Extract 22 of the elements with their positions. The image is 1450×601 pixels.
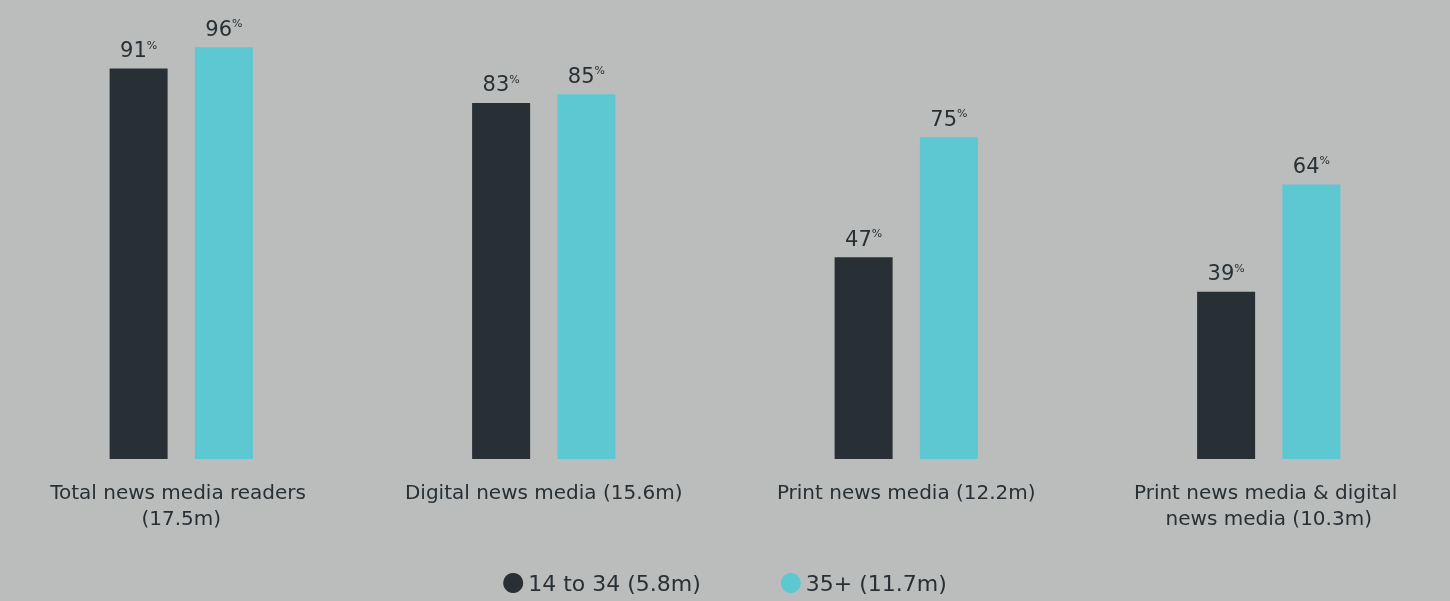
bar <box>557 94 616 459</box>
data-label: 83% <box>482 72 520 97</box>
bar <box>1197 291 1256 459</box>
bar <box>194 47 253 459</box>
bar <box>919 137 978 459</box>
bar <box>834 257 893 459</box>
data-label: 96% <box>205 16 243 41</box>
legend-label: 14 to 34 (5.8m) <box>528 570 701 596</box>
data-label: 47% <box>845 226 883 251</box>
legend-label: 35+ (11.7m) <box>805 570 947 596</box>
x-tick-label: Print news media (12.2m) <box>776 480 1036 504</box>
x-tick-label: Total news media readers (17.5m) <box>49 480 313 530</box>
data-label: 85% <box>567 63 605 88</box>
bar <box>1282 184 1341 459</box>
data-label: 91% <box>120 38 158 63</box>
bar <box>472 102 531 459</box>
bar <box>109 68 168 459</box>
x-tick-label: Digital news media (15.6m) <box>404 480 683 504</box>
data-label: 75% <box>930 106 968 131</box>
data-label: 39% <box>1207 261 1245 286</box>
x-tick-label: Print news media & digital news media (10.3m) <box>1133 480 1404 530</box>
data-label: 64% <box>1292 153 1330 178</box>
